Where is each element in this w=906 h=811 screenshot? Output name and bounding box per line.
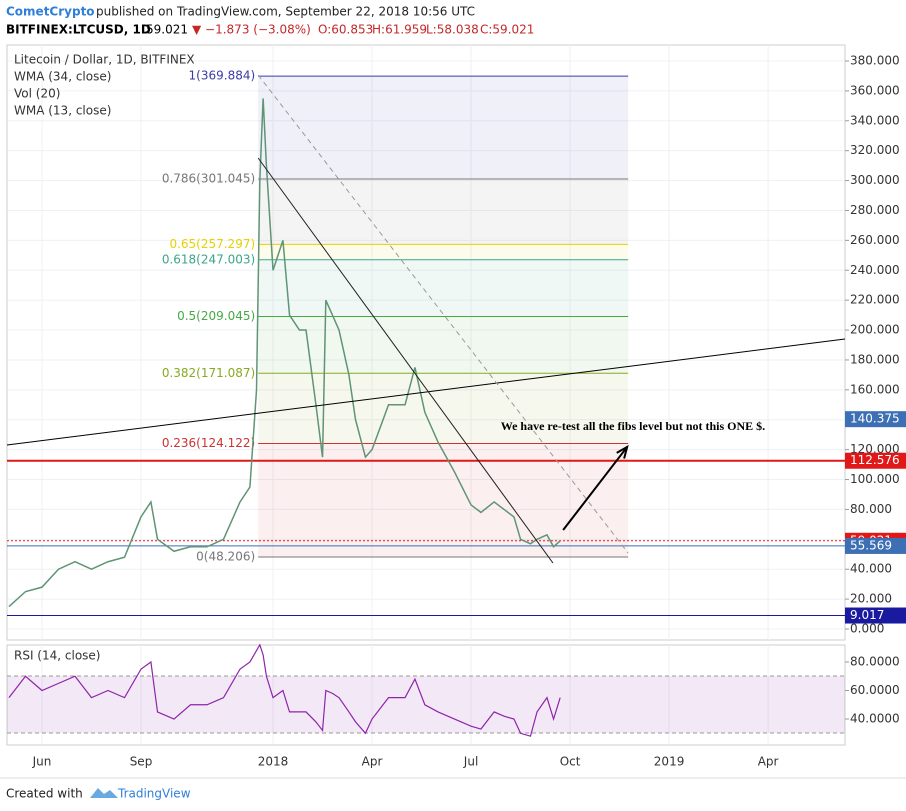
fib-label: 0.236(124.122) [162, 436, 255, 450]
price-badge [845, 537, 906, 554]
y-tick-label: 40.000 [850, 562, 892, 576]
y-tick-label: 80.000 [850, 502, 892, 516]
logo [90, 788, 118, 798]
rsi-line [8, 643, 561, 737]
x-tick-label: Apr [362, 755, 383, 769]
low: L:58.038 [426, 23, 479, 37]
fib-zone [258, 76, 629, 180]
symbol: BITFINEX:LTCUSD, 1D [6, 23, 151, 37]
legend-item: Vol (20) [14, 87, 60, 101]
y-tick-label: 100.000 [850, 472, 900, 486]
rsi-band [7, 675, 845, 734]
rsi-tick-label: 60.0000 [850, 683, 900, 697]
y-tick-label: 260.000 [850, 233, 900, 247]
published: published on TradingView.com, September … [96, 5, 475, 19]
legend-item: WMA (13, close) [14, 104, 111, 118]
created-with: Created with [6, 787, 83, 801]
x-tick-label: 2018 [258, 755, 289, 769]
rsi-title: RSI (14, close) [14, 649, 100, 663]
x-tick-label: Jun [32, 755, 52, 769]
y-tick-label: 200.000 [850, 323, 900, 337]
fib-zone [258, 179, 629, 245]
y-tick-label: 120.000 [850, 442, 900, 456]
legend-title: Litecoin / Dollar, 1D, BITFINEX [14, 53, 195, 67]
x-tick-label: Sep [130, 755, 153, 769]
x-tick-label: Jul [463, 755, 478, 769]
open: O:60.853 [318, 23, 373, 37]
price-line [8, 98, 561, 608]
rsi-tick-label: 40.0000 [850, 712, 900, 726]
price-badge-label: 9.017 [850, 608, 884, 622]
y-tick-label: 0.000 [850, 621, 884, 635]
y-tick-label: 240.000 [850, 263, 900, 277]
y-tick-label: 320.000 [850, 143, 900, 157]
fib-label: 0.65(257.297) [169, 237, 255, 251]
price-badge [845, 452, 906, 469]
arrow-head [616, 444, 629, 459]
fib-label: 1(369.884) [189, 69, 256, 83]
change: ▼ −1.873 (−3.08%) [192, 23, 311, 37]
x-tick-label: Apr [758, 755, 779, 769]
legend-item: WMA (34, close) [14, 70, 111, 84]
fib-label: 0(48.206) [196, 549, 255, 563]
fib-label: 0.5(209.045) [177, 309, 255, 323]
fib-label: 0.618(247.003) [162, 252, 255, 266]
y-tick-label: 160.000 [850, 382, 900, 396]
fib-zone [258, 443, 629, 557]
y-tick-label: 360.000 [850, 83, 900, 97]
price-badge-label: 112.576 [850, 453, 900, 467]
y-tick-label: 20.000 [850, 592, 892, 606]
y-tick-label: 220.000 [850, 293, 900, 307]
fib-zone [258, 316, 629, 374]
y-tick-label: 280.000 [850, 203, 900, 217]
price-badge-label: 55.569 [850, 538, 892, 552]
x-tick-label: Oct [560, 755, 581, 769]
author[interactable]: CometCrypto [6, 5, 95, 19]
price-badge [845, 411, 906, 428]
trendline [257, 74, 629, 554]
fib-label: 0.382(171.087) [162, 366, 255, 380]
y-tick-label: 380.000 [850, 53, 900, 67]
rsi-tick-label: 80.0000 [850, 654, 900, 668]
close: C:59.021 [480, 23, 534, 37]
trendline [6, 338, 846, 446]
annotation: We have re-test all the fibs level but n… [501, 419, 765, 433]
trendline [562, 446, 628, 531]
y-tick-label: 300.000 [850, 173, 900, 187]
x-tick-label: 2019 [654, 755, 685, 769]
price-pane [6, 44, 846, 641]
price-badge-label: 140.375 [850, 412, 900, 426]
rsi-pane [6, 644, 846, 746]
fib-label: 0.786(301.045) [162, 172, 255, 186]
y-tick-label: 340.000 [850, 113, 900, 127]
last: 59.021 [146, 23, 188, 37]
fib-zone [258, 244, 629, 260]
price-badge [845, 607, 906, 624]
high: H:61.959 [372, 23, 427, 37]
fib-zone [258, 259, 629, 317]
y-tick-label: 180.000 [850, 352, 900, 366]
brand[interactable]: TradingView [117, 787, 191, 801]
trendline [257, 157, 554, 564]
